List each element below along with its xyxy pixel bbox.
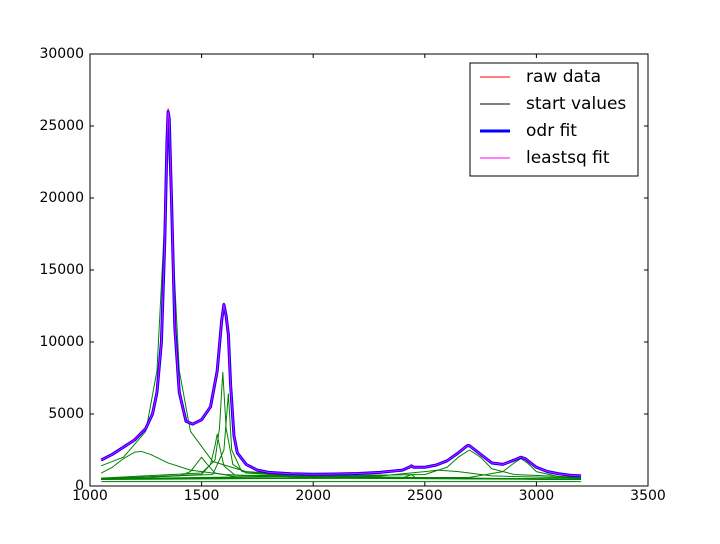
series-line	[101, 371, 582, 481]
x-tick-label: 2500	[407, 488, 443, 504]
y-tick-label: 20000	[39, 190, 84, 206]
y-tick-label: 25000	[39, 118, 84, 134]
x-tick-label: 2000	[295, 488, 331, 504]
x-tick-label: 3000	[519, 488, 555, 504]
legend-label: leastsq fit	[526, 148, 610, 168]
series-line	[100, 111, 582, 477]
legend-label: odr fit	[526, 121, 577, 141]
legend-label: raw data	[526, 67, 601, 87]
x-tick-label: 3500	[630, 488, 666, 504]
y-tick-label: 0	[75, 478, 84, 494]
y-tick-label: 5000	[48, 406, 84, 422]
legend-box	[469, 62, 639, 177]
y-tick-label: 15000	[39, 262, 84, 278]
y-tick-label: 10000	[39, 334, 84, 350]
x-tick-label: 1000	[72, 488, 108, 504]
y-tick-label: 30000	[39, 46, 84, 62]
series-line	[101, 456, 582, 481]
series-line	[101, 449, 582, 480]
series-line	[101, 433, 582, 481]
x-tick-label: 1500	[184, 488, 220, 504]
legend-label: start values	[526, 94, 626, 114]
